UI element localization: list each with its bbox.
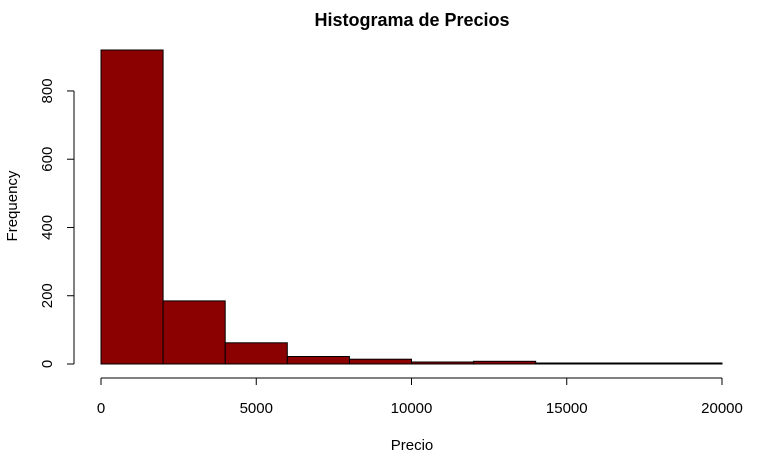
x-tick-label: 10000: [391, 400, 433, 417]
y-axis: 0 200 400 600 800: [39, 78, 75, 368]
x-tick-label: 5000: [240, 400, 273, 417]
histogram-bar-4: [348, 358, 412, 365]
histogram-bar-7: [535, 362, 599, 365]
y-tick-label: 800: [39, 78, 56, 103]
y-axis-label: Frequency: [4, 170, 21, 241]
histogram-bar-0: [100, 49, 164, 365]
histogram-bar-6: [473, 360, 537, 365]
x-tick-label: 15000: [546, 400, 588, 417]
histogram-bar-2: [224, 342, 288, 365]
x-axis-label: Precio: [391, 437, 434, 454]
histogram-bar-3: [286, 356, 350, 365]
y-tick-label: 200: [39, 283, 56, 308]
y-tick-label: 600: [39, 147, 56, 172]
histogram-bar-8: [597, 362, 661, 365]
histogram-bar-5: [411, 361, 475, 365]
x-axis: 0 5000 10000 15000 20000: [97, 377, 743, 417]
histogram-bar-9: [659, 362, 723, 365]
y-tick-label: 400: [39, 215, 56, 240]
histogram-bar-1: [162, 300, 226, 365]
y-tick-label: 0: [39, 360, 56, 368]
chart-title: Histograma de Precios: [314, 10, 509, 30]
bars-group: [100, 49, 723, 365]
x-tick-label: 20000: [701, 400, 743, 417]
x-tick-label: 0: [97, 400, 105, 417]
